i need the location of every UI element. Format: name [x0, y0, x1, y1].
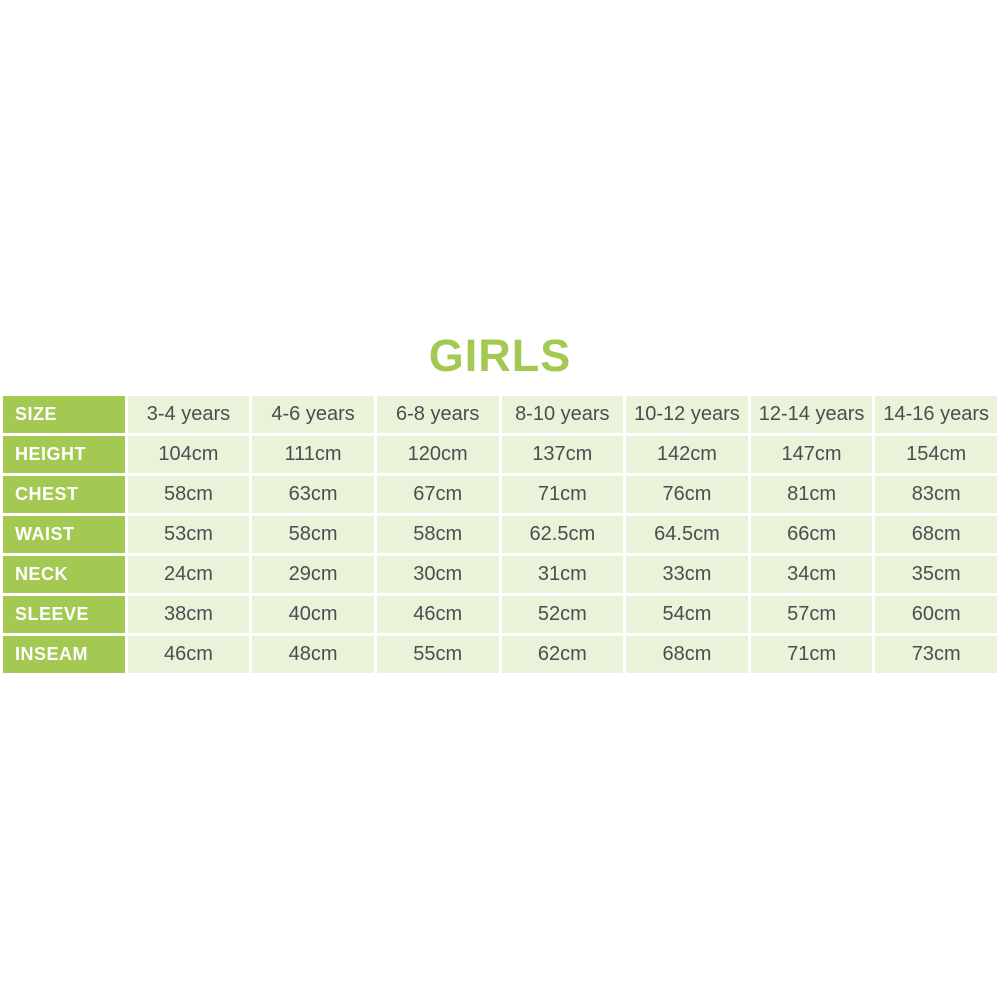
chest-cell: 81cm	[750, 476, 873, 513]
inseam-cell: 46cm	[127, 636, 250, 673]
waist-cell: 53cm	[127, 516, 250, 553]
girls-size-table: SIZE 3-4 years 4-6 years 6-8 years 8-10 …	[0, 393, 1000, 676]
sleeve-cell: 40cm	[252, 596, 374, 633]
waist-cell: 64.5cm	[626, 516, 748, 553]
neck-cell: 34cm	[750, 556, 873, 593]
height-cell: 142cm	[626, 436, 748, 473]
chest-cell: 76cm	[626, 476, 748, 513]
chest-cell: 67cm	[376, 476, 499, 513]
waist-cell: 58cm	[252, 516, 374, 553]
waist-cell: 68cm	[875, 516, 997, 553]
inseam-cell: 62cm	[501, 636, 624, 673]
row-header-size: SIZE	[3, 396, 125, 433]
inseam-cell: 71cm	[750, 636, 873, 673]
sleeve-cell: 57cm	[750, 596, 873, 633]
height-cell: 137cm	[501, 436, 624, 473]
row-header-neck: NECK	[3, 556, 125, 593]
neck-cell: 35cm	[875, 556, 997, 593]
size-cell: 14-16 years	[875, 396, 997, 433]
neck-cell: 29cm	[252, 556, 374, 593]
table-row-inseam: INSEAM 46cm 48cm 55cm 62cm 68cm 71cm 73c…	[3, 636, 997, 673]
table-row-height: HEIGHT 104cm 111cm 120cm 137cm 142cm 147…	[3, 436, 997, 473]
row-header-waist: WAIST	[3, 516, 125, 553]
inseam-cell: 73cm	[875, 636, 997, 673]
row-header-chest: CHEST	[3, 476, 125, 513]
neck-cell: 33cm	[626, 556, 748, 593]
neck-cell: 30cm	[376, 556, 499, 593]
table-row-chest: CHEST 58cm 63cm 67cm 71cm 76cm 81cm 83cm	[3, 476, 997, 513]
height-cell: 147cm	[750, 436, 873, 473]
waist-cell: 66cm	[750, 516, 873, 553]
chest-cell: 71cm	[501, 476, 624, 513]
height-cell: 104cm	[127, 436, 250, 473]
chest-cell: 58cm	[127, 476, 250, 513]
height-cell: 154cm	[875, 436, 997, 473]
sleeve-cell: 60cm	[875, 596, 997, 633]
size-cell: 6-8 years	[376, 396, 499, 433]
row-header-height: HEIGHT	[3, 436, 125, 473]
inseam-cell: 55cm	[376, 636, 499, 673]
size-cell: 8-10 years	[501, 396, 624, 433]
table-row-waist: WAIST 53cm 58cm 58cm 62.5cm 64.5cm 66cm …	[3, 516, 997, 553]
height-cell: 111cm	[252, 436, 374, 473]
row-header-inseam: INSEAM	[3, 636, 125, 673]
neck-cell: 31cm	[501, 556, 624, 593]
waist-cell: 58cm	[376, 516, 499, 553]
size-cell: 4-6 years	[252, 396, 374, 433]
chest-cell: 83cm	[875, 476, 997, 513]
sleeve-cell: 54cm	[626, 596, 748, 633]
chart-title: GIRLS	[428, 330, 572, 381]
sleeve-cell: 52cm	[501, 596, 624, 633]
size-cell: 3-4 years	[127, 396, 250, 433]
inseam-cell: 48cm	[252, 636, 374, 673]
size-cell: 12-14 years	[750, 396, 873, 433]
waist-cell: 62.5cm	[501, 516, 624, 553]
inseam-cell: 68cm	[626, 636, 748, 673]
row-header-sleeve: SLEEVE	[3, 596, 125, 633]
table-row-sleeve: SLEEVE 38cm 40cm 46cm 52cm 54cm 57cm 60c…	[3, 596, 997, 633]
sleeve-cell: 38cm	[127, 596, 250, 633]
neck-cell: 24cm	[127, 556, 250, 593]
height-cell: 120cm	[376, 436, 499, 473]
sleeve-cell: 46cm	[376, 596, 499, 633]
table-row-neck: NECK 24cm 29cm 30cm 31cm 33cm 34cm 35cm	[3, 556, 997, 593]
size-cell: 10-12 years	[626, 396, 748, 433]
chest-cell: 63cm	[252, 476, 374, 513]
table-row-size: SIZE 3-4 years 4-6 years 6-8 years 8-10 …	[3, 396, 997, 433]
